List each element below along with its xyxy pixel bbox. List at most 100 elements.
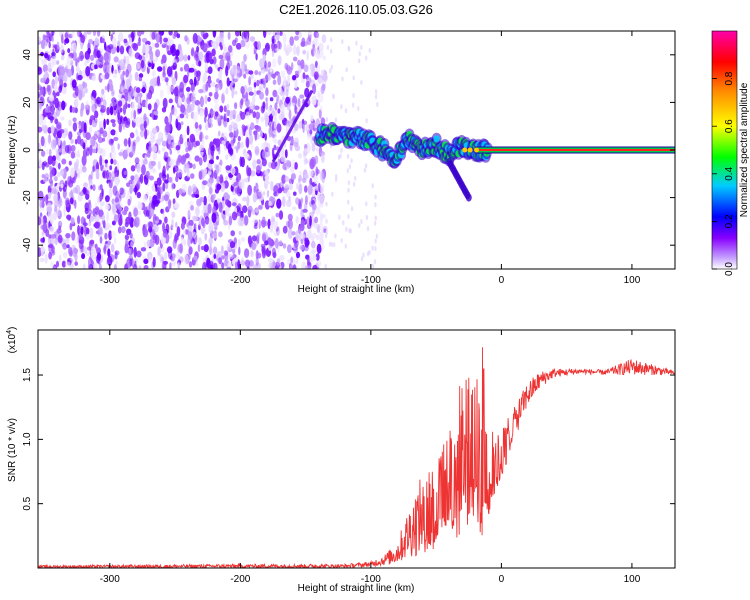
noise-speckle <box>213 262 218 269</box>
noise-speckle <box>109 106 114 116</box>
noise-speckle <box>316 243 322 254</box>
colorbar-gradient <box>712 31 737 269</box>
noise-speckle <box>107 248 111 258</box>
noise-speckle <box>71 79 77 89</box>
noise-speckle <box>47 105 52 113</box>
noise-speckle <box>252 95 256 106</box>
noise-speckle <box>280 156 286 163</box>
noise-speckle <box>70 217 75 225</box>
noise-speckle <box>49 183 53 189</box>
noise-speckle <box>325 117 329 122</box>
noise-speckle <box>42 64 49 73</box>
noise-speckle <box>217 250 223 259</box>
noise-speckle <box>172 198 176 205</box>
noise-speckle <box>300 41 306 47</box>
noise-speckle <box>340 104 343 110</box>
noise-speckle <box>272 129 278 136</box>
noise-speckle <box>275 183 281 189</box>
noise-speckle <box>102 214 106 221</box>
noise-speckle <box>307 184 313 196</box>
noise-speckle <box>82 186 87 195</box>
noise-speckle <box>213 253 217 259</box>
noise-speckle <box>52 54 57 62</box>
noise-speckle <box>125 216 131 225</box>
noise-speckle <box>205 120 209 130</box>
noise-speckle <box>203 244 209 253</box>
noise-speckle <box>374 94 378 100</box>
noise-speckle <box>302 208 308 213</box>
noise-speckle <box>116 45 120 53</box>
noise-speckle <box>275 212 280 218</box>
noise-speckle <box>149 50 154 62</box>
noise-speckle <box>261 219 266 224</box>
noise-speckle <box>174 232 178 242</box>
noise-speckle <box>371 245 374 251</box>
snr-x-tick-label: 0 <box>499 574 505 585</box>
noise-speckle <box>180 121 184 126</box>
noise-speckle <box>38 83 41 90</box>
noise-speckle <box>294 77 298 89</box>
noise-speckle <box>226 77 230 87</box>
spectrogram-x-label: Height of straight line (km) <box>298 284 415 295</box>
noise-speckle <box>108 230 112 241</box>
noise-speckle <box>315 207 321 215</box>
noise-speckle <box>264 169 269 176</box>
noise-speckle <box>126 118 131 125</box>
noise-speckle <box>360 80 363 85</box>
noise-speckle <box>151 70 156 77</box>
noise-speckle <box>112 101 117 107</box>
noise-speckle <box>300 219 305 228</box>
noise-speckle <box>140 247 147 252</box>
noise-speckle <box>115 109 122 114</box>
noise-speckle <box>54 83 58 93</box>
noise-speckle <box>47 212 51 222</box>
noise-speckle <box>69 250 73 257</box>
noise-speckle <box>298 120 303 129</box>
noise-speckle <box>303 64 309 73</box>
noise-speckle <box>288 183 293 191</box>
noise-speckle <box>276 94 280 102</box>
noise-speckle <box>308 31 312 36</box>
noise-speckle <box>40 150 46 157</box>
noise-speckle <box>40 77 46 84</box>
noise-speckle <box>273 220 278 230</box>
noise-speckle <box>282 196 286 208</box>
noise-speckle <box>209 108 214 119</box>
noise-speckle <box>208 154 212 160</box>
noise-speckle <box>103 52 109 62</box>
noise-speckle <box>154 42 160 48</box>
noise-speckle <box>301 261 306 269</box>
noise-speckle <box>135 87 141 94</box>
noise-speckle <box>108 171 112 180</box>
noise-speckle <box>108 179 113 189</box>
noise-speckle <box>125 55 130 62</box>
noise-speckle <box>291 102 296 107</box>
noise-speckle <box>166 173 170 181</box>
noise-speckle <box>198 51 204 60</box>
noise-speckle <box>157 66 163 72</box>
noise-speckle <box>134 71 139 81</box>
noise-speckle <box>311 235 315 241</box>
noise-speckle <box>163 194 170 202</box>
noise-speckle <box>109 165 113 171</box>
noise-speckle <box>192 96 196 103</box>
noise-speckle <box>181 133 187 139</box>
noise-speckle <box>155 49 161 58</box>
noise-speckle <box>347 214 350 220</box>
noise-speckle <box>314 216 319 224</box>
noise-speckle <box>306 50 310 61</box>
noise-speckle <box>89 144 93 156</box>
noise-speckle <box>41 161 45 171</box>
noise-speckle <box>202 42 208 53</box>
noise-speckle <box>63 72 68 83</box>
noise-speckle <box>55 160 59 169</box>
noise-speckle <box>260 243 266 249</box>
noise-speckle <box>152 77 156 88</box>
noise-speckle <box>321 172 325 184</box>
noise-speckle <box>83 122 87 134</box>
noise-speckle <box>294 123 299 132</box>
noise-speckle <box>214 111 219 117</box>
noise-speckle <box>166 246 173 254</box>
noise-speckle <box>274 102 278 111</box>
